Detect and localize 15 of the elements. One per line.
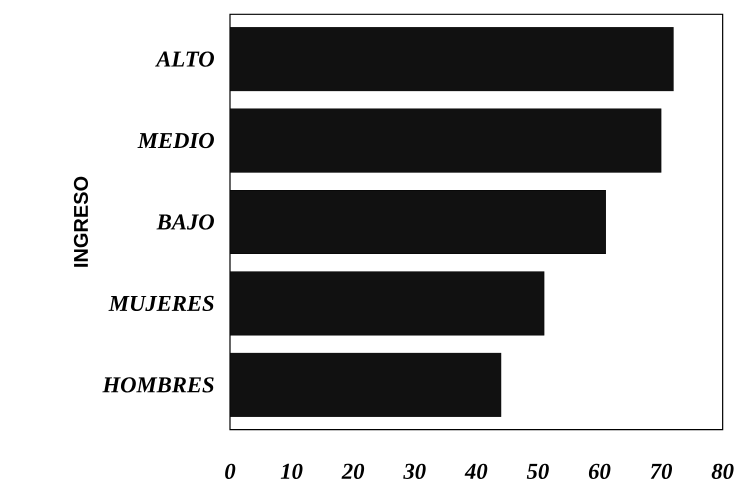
x-tick-label: 80 [712,464,734,479]
y-tick-label: MUJERES [108,296,214,312]
y-tick-label: ALTO [155,52,214,67]
x-tick-label: 60 [588,464,610,479]
y-axis-title: INGRESO [74,176,88,267]
y-tick-label: HOMBRES [102,377,214,392]
x-tick-label: 10 [280,464,303,479]
x-tick-label: 70 [650,464,672,479]
x-tick-label: 0 [225,464,236,479]
x-tick-label: 30 [403,464,426,479]
x-tick-label: 40 [464,464,488,479]
y-tick-label: MEDIO [138,132,214,148]
x-tick-label: 50 [526,464,549,479]
x-tick-label: 20 [342,464,364,479]
y-tick-label: BAJO [156,214,214,230]
